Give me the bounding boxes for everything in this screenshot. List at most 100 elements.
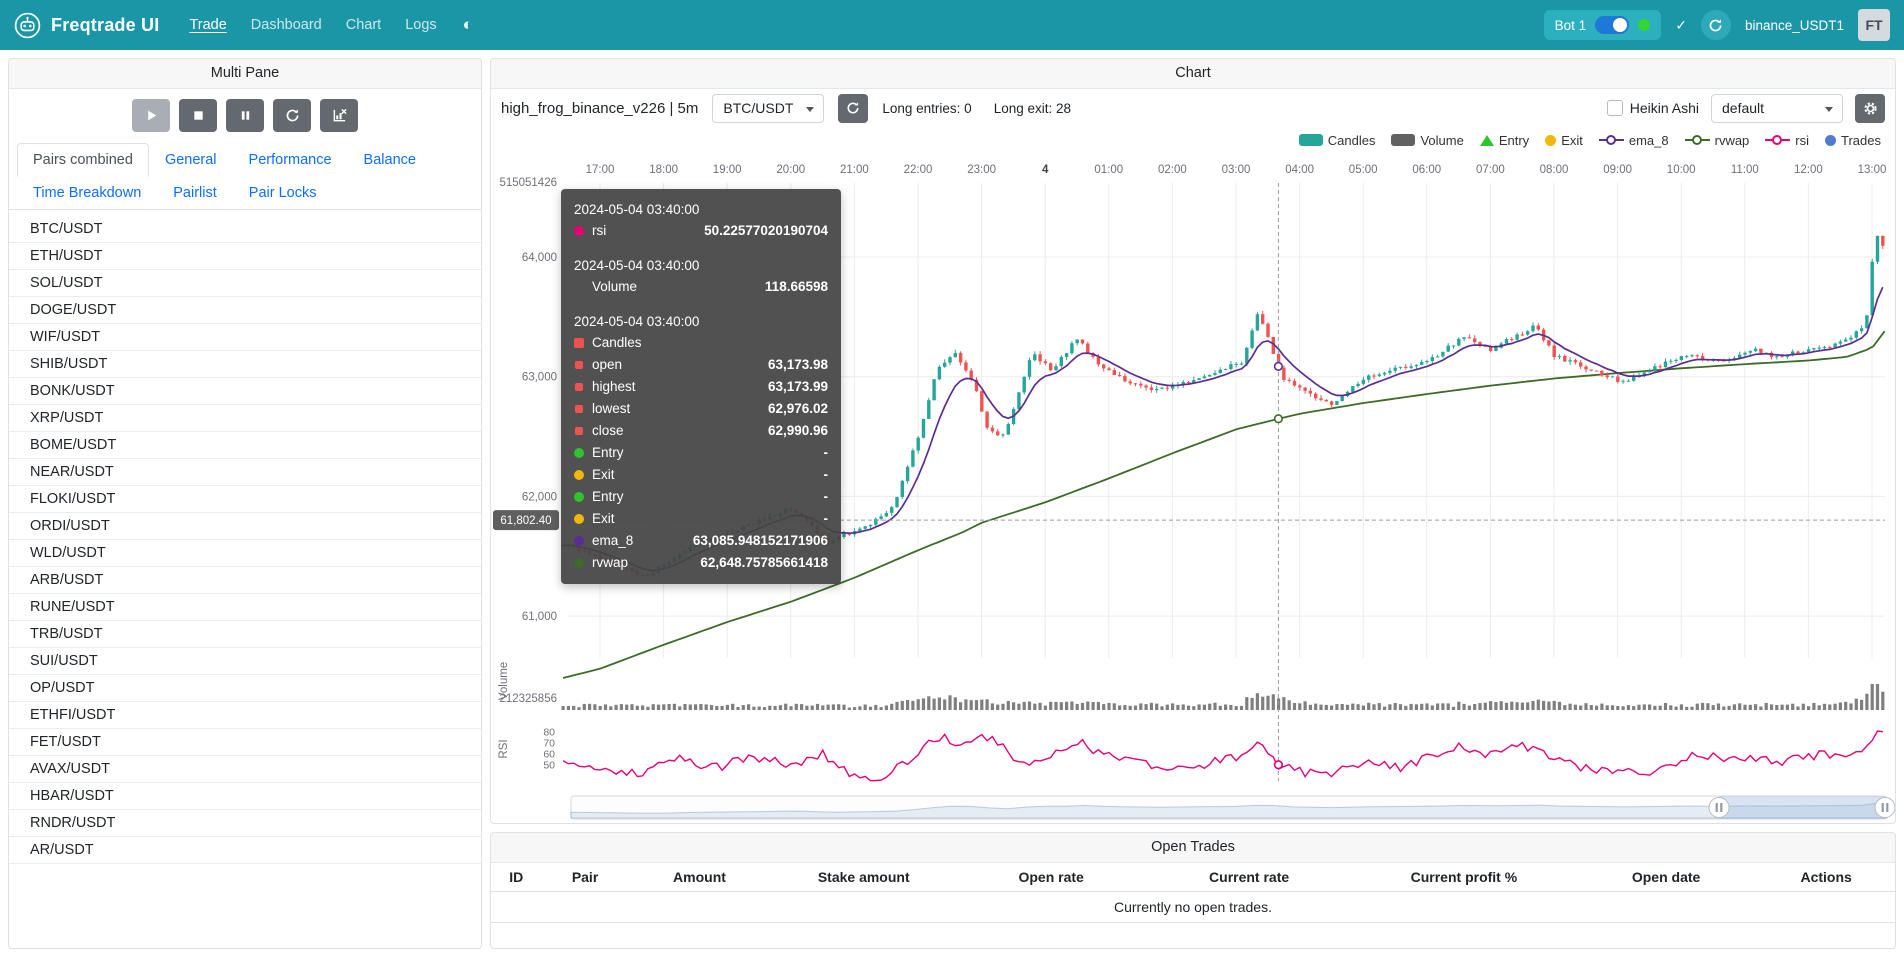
pair-list-item[interactable]: ARB/USDT [9, 567, 481, 594]
stop-bot-button[interactable] [179, 99, 217, 132]
pair-list-item[interactable]: BTC/USDT [9, 216, 481, 243]
bot-toggle-switch[interactable] [1595, 16, 1630, 34]
tooltip-timestamp: 2024-05-04 03:40:00 [574, 258, 700, 273]
trades-column-stake-amount: Stake amount [817, 869, 910, 885]
pair-list-item[interactable]: FET/USDT [9, 729, 481, 756]
svg-text:05:00: 05:00 [1349, 164, 1378, 176]
svg-text:62,000: 62,000 [522, 491, 557, 503]
entry-legend-icon [1479, 134, 1494, 146]
gear-icon [1863, 101, 1877, 115]
nav-link-chart[interactable]: Chart [345, 17, 382, 33]
tab-pair-locks[interactable]: Pair Locks [248, 185, 317, 201]
pair-list-item[interactable]: RUNE/USDT [9, 594, 481, 621]
tooltip-label: Candles [592, 335, 642, 350]
svg-text:RSI: RSI [498, 739, 510, 758]
volume-legend-icon [1391, 134, 1416, 146]
tab-performance[interactable]: Performance [248, 152, 332, 168]
pair-list-item[interactable]: BONK/USDT [9, 378, 481, 405]
tab-pairs-combined[interactable]: Pairs combined [17, 143, 149, 177]
trades-column-open-date: Open date [1631, 869, 1701, 885]
nav-link-logs[interactable]: Logs [405, 17, 437, 33]
svg-text:61,802.40: 61,802.40 [500, 515, 551, 527]
tooltip-row-ema-8: ema_8 63,085.948152171906 [574, 530, 828, 552]
pair-list-item[interactable]: OP/USDT [9, 675, 481, 702]
plot-config-select[interactable]: default [1711, 93, 1843, 123]
legend-item-rsi[interactable]: rsi [1765, 133, 1809, 148]
pair-list-item[interactable]: BOME/USDT [9, 432, 481, 459]
pair-list-item[interactable]: HBAR/USDT [9, 783, 481, 810]
global-refresh-button[interactable] [1700, 10, 1731, 40]
tab-pairlist[interactable]: Pairlist [173, 185, 217, 201]
legend-item-trades[interactable]: Trades [1825, 133, 1881, 148]
legend-item-candles[interactable]: Candles [1298, 133, 1375, 148]
heikin-ashi-checkbox[interactable] [1606, 100, 1623, 116]
datazoom-handle[interactable] [1874, 797, 1895, 818]
legend-label: ema_8 [1628, 132, 1669, 148]
legend-item-ema-8[interactable]: ema_8 [1598, 132, 1669, 148]
signal-counts: Long entries: 0 Long exit: 28 [882, 101, 1071, 116]
tooltip-value: - [823, 489, 829, 504]
tooltip-marker [574, 448, 584, 458]
legend-item-volume[interactable]: Volume [1391, 133, 1464, 148]
nav-link-trade[interactable]: Trade [189, 17, 227, 33]
pair-list-item[interactable]: SHIB/USDT [9, 351, 481, 378]
tooltip-row-rsi: rsi 50.22577020190704 [574, 220, 828, 242]
tab-balance[interactable]: Balance [363, 152, 416, 168]
chart-refresh-button[interactable] [838, 93, 869, 123]
rsi-line [562, 730, 1883, 782]
pair-select[interactable]: BTC/USDT [712, 93, 825, 123]
svg-text:22:00: 22:00 [904, 164, 933, 176]
svg-text:70: 70 [543, 738, 555, 750]
pause-bot-button[interactable] [226, 99, 264, 132]
legend-item-exit[interactable]: Exit [1545, 133, 1583, 148]
datazoom-slider[interactable] [570, 795, 1895, 820]
trades-column-current-profit-: Current profit % [1410, 869, 1518, 885]
chart-panel: Chart high_frog_binance_v226 | 5m BTC/US… [490, 58, 1896, 824]
nav-link-dashboard[interactable]: Dashboard [250, 17, 322, 33]
legend-item-rvwap[interactable]: rvwap [1684, 133, 1749, 148]
clear-chart-bot-button[interactable] [320, 99, 358, 132]
multi-pane-panel: Multi Pane Pairs combined General Performa… [8, 58, 482, 949]
pair-list-item[interactable]: ETHFI/USDT [9, 702, 481, 729]
tooltip-value: 63,085.948152171906 [692, 533, 828, 548]
start-bot-button[interactable] [132, 99, 170, 132]
tab-time-breakdown[interactable]: Time Breakdown [33, 185, 142, 201]
open-trades-column-headers: ID Pair Amount Stake amount Open rate Current… [491, 863, 1895, 892]
pair-list-item[interactable]: XRP/USDT [9, 405, 481, 432]
pair-list-item[interactable]: RNDR/USDT [9, 810, 481, 837]
chart-canvas[interactable]: 17:00 18:00 19:00 20:00 21:00 22:00 23:00 4 01:0… [491, 153, 1895, 824]
axis-pointer-price-tag: 61,802.40 [493, 510, 559, 531]
pair-list-item[interactable]: WIF/USDT [9, 324, 481, 351]
pair-list-item[interactable]: SUI/USDT [9, 648, 481, 675]
tab-general[interactable]: General [164, 152, 217, 168]
plot-settings-button[interactable] [1855, 93, 1885, 123]
rvwap-legend-icon [1684, 134, 1710, 146]
trades-column-pair: Pair [571, 869, 599, 885]
tooltip-label: rvwap [592, 555, 629, 570]
chart-panel-header: Chart [491, 59, 1895, 89]
legend-item-entry[interactable]: Entry [1479, 133, 1529, 148]
pair-list-item[interactable]: AR/USDT [9, 837, 481, 864]
pair-list-item[interactable]: ORDI/USDT [9, 513, 481, 540]
pair-list-item[interactable]: TRB/USDT [9, 621, 481, 648]
theme-toggle-icon[interactable]: ◐ [462, 15, 473, 34]
pair-list-item[interactable]: ETH/USDT [9, 243, 481, 270]
pair-list: BTC/USDT ETH/USDT SOL/USDT DOGE/USDT WIF/USD… [9, 210, 481, 948]
reload-bot-button[interactable] [273, 99, 311, 132]
svg-text:212325856: 212325856 [499, 693, 557, 705]
tooltip-value: 62,990.96 [767, 423, 828, 438]
user-avatar[interactable]: FT [1858, 9, 1890, 41]
pair-list-item[interactable]: AVAX/USDT [9, 756, 481, 783]
bot-selector[interactable]: Bot 1 [1543, 10, 1662, 40]
tooltip-label: open [592, 357, 623, 372]
trades-legend-icon [1825, 134, 1837, 146]
long-entries-count: Long entries: 0 [882, 100, 972, 116]
pair-list-item[interactable]: NEAR/USDT [9, 459, 481, 486]
pair-list-item[interactable]: WLD/USDT [9, 540, 481, 567]
pair-list-item[interactable]: FLOKI/USDT [9, 486, 481, 513]
svg-text:61,000: 61,000 [522, 611, 557, 623]
datazoom-handle[interactable] [1708, 797, 1730, 818]
pair-list-item[interactable]: SOL/USDT [9, 270, 481, 297]
datazoom-selection[interactable] [1719, 796, 1885, 819]
pair-list-item[interactable]: DOGE/USDT [9, 297, 481, 324]
